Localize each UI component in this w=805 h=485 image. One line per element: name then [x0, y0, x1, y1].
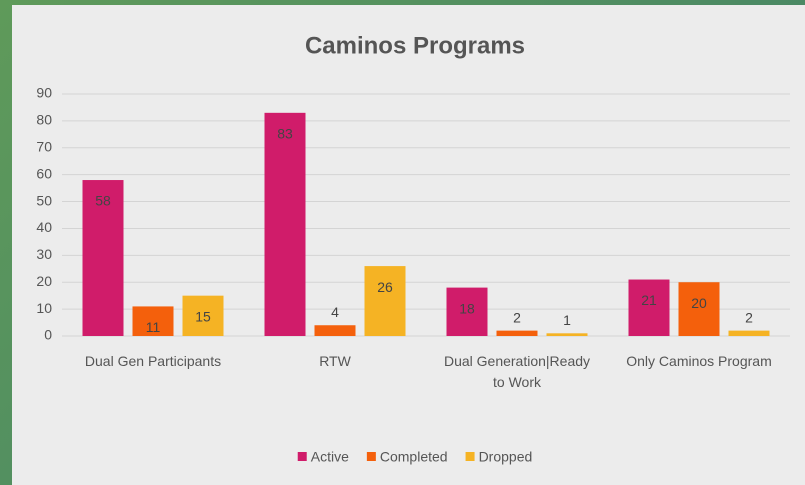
x-tick-label: Only Caminos Program	[626, 353, 772, 369]
bar	[264, 112, 306, 336]
bar	[446, 287, 488, 336]
bar	[82, 180, 124, 336]
bar	[628, 279, 670, 336]
data-label: 58	[95, 193, 111, 209]
legend-label: Completed	[380, 449, 448, 465]
y-tick-label: 60	[36, 165, 52, 181]
bar	[678, 282, 720, 336]
y-tick-label: 40	[36, 219, 52, 235]
legend-swatch	[465, 452, 475, 461]
data-label: 20	[691, 295, 707, 311]
data-label: 4	[331, 304, 339, 320]
x-tick-label: Dual Generation|Ready to Work	[443, 353, 591, 390]
data-label: 26	[377, 279, 393, 295]
y-tick-label: 10	[36, 300, 52, 316]
bar	[364, 266, 406, 336]
y-tick-label: 50	[36, 192, 52, 208]
y-tick-label: 70	[36, 138, 52, 154]
y-tick-label: 30	[36, 246, 52, 262]
bar	[314, 325, 356, 336]
chart-background	[12, 5, 805, 485]
legend-label: Dropped	[479, 449, 533, 465]
data-label: 1	[563, 312, 571, 328]
data-label: 15	[195, 308, 211, 324]
data-label: 11	[146, 319, 161, 335]
data-label: 18	[459, 300, 475, 316]
bar	[132, 306, 174, 336]
y-tick-label: 20	[36, 273, 52, 289]
chart-title: Caminos Programs	[305, 32, 525, 59]
data-label: 21	[641, 292, 657, 308]
data-label: 2	[513, 309, 521, 325]
x-tick-label: RTW	[319, 353, 351, 369]
y-tick-label: 90	[36, 85, 52, 101]
y-tick-label: 80	[36, 112, 52, 128]
legend-swatch	[297, 452, 307, 461]
bar	[182, 295, 224, 336]
legend-swatch	[366, 452, 376, 461]
data-label: 2	[745, 309, 753, 325]
y-tick-label: 0	[44, 327, 52, 343]
legend-label: Active	[311, 449, 349, 465]
x-tick-label: Dual Gen Participants	[84, 353, 222, 369]
bar	[546, 333, 588, 336]
data-label: 83	[277, 126, 293, 142]
bar	[728, 330, 770, 336]
bar	[496, 330, 538, 336]
